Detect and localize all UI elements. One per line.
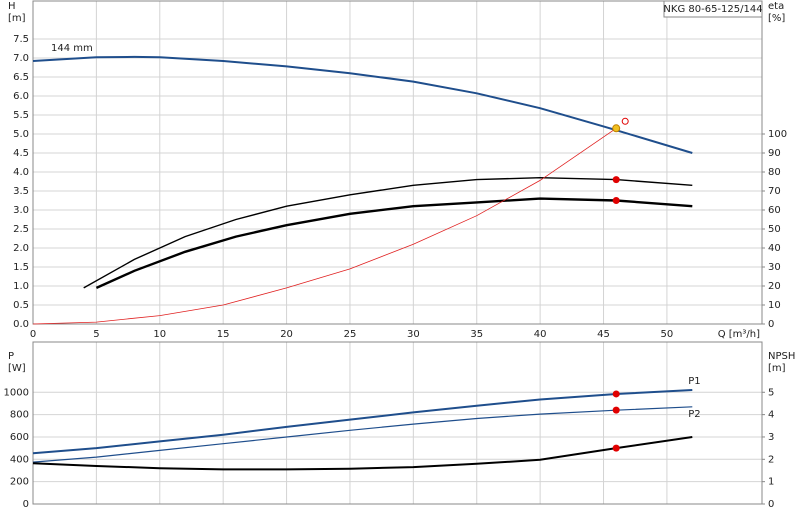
x-tick-label: 5 [93, 329, 99, 340]
y-tick-label: 5.5 [13, 110, 29, 121]
y-tick-label: 0 [23, 499, 29, 510]
y-tick-label: 2.5 [13, 224, 29, 235]
y-tick-label: 0.0 [13, 319, 29, 330]
y2-axis-label: eta [768, 1, 784, 12]
x-tick-label: 10 [153, 329, 166, 340]
y-tick-label: 1.5 [13, 262, 29, 273]
curve [32, 389, 693, 455]
curve [32, 127, 617, 325]
y2-tick-label: 10 [768, 300, 781, 311]
x-tick-label: 15 [217, 329, 230, 340]
y-tick-label: 1.0 [13, 281, 29, 292]
y2-tick-label: 30 [768, 262, 781, 273]
y2-tick-label: 3 [768, 432, 774, 443]
y2-tick-label: 70 [768, 186, 781, 197]
curve [83, 176, 693, 289]
y-tick-label: 0.5 [13, 300, 29, 311]
x-tick-label: 25 [344, 329, 357, 340]
y-tick-label: 6.0 [13, 91, 29, 102]
curve-label: P2 [688, 409, 700, 420]
y-tick-label: 5.0 [13, 129, 29, 140]
y-tick-label: 7.5 [13, 34, 29, 45]
curve [32, 406, 693, 463]
y-axis-unit: [m] [8, 13, 26, 24]
x-tick-label: 30 [407, 329, 420, 340]
chart-title: NKG 80-65-125/144 [663, 4, 762, 15]
x-tick-label: 45 [597, 329, 610, 340]
y-axis-unit: [W] [8, 363, 26, 374]
y2-tick-label: 50 [768, 224, 781, 235]
y2-tick-label: 0 [768, 319, 774, 330]
y2-tick-label: 0 [768, 499, 774, 510]
x-tick-label: 50 [661, 329, 674, 340]
y2-tick-label: 80 [768, 167, 781, 178]
curve [95, 197, 693, 289]
y2-tick-label: 4 [768, 410, 774, 421]
x-tick-label: 35 [470, 329, 483, 340]
title-box [663, 0, 763, 18]
curve-annotation: 144 mm [51, 43, 93, 54]
y2-tick-label: 20 [768, 281, 781, 292]
y-tick-label: 2.0 [13, 243, 29, 254]
y2-axis-unit: [%] [768, 13, 785, 24]
y2-tick-label: 100 [768, 129, 787, 140]
y2-tick-label: 2 [768, 454, 774, 465]
x-tick-label: 20 [280, 329, 293, 340]
duty-point [612, 390, 620, 398]
duty-marker [621, 117, 629, 125]
duty-point [612, 176, 620, 184]
y-tick-label: 600 [10, 432, 29, 443]
duty-point [612, 444, 620, 452]
duty-point [612, 124, 621, 133]
y-tick-label: 4.0 [13, 167, 29, 178]
y-tick-label: 400 [10, 454, 29, 465]
duty-point [612, 406, 620, 414]
x-tick-label: 0 [30, 329, 36, 340]
y2-tick-label: 1 [768, 477, 774, 488]
y-axis-label: H [8, 1, 16, 12]
curve-label: P1 [688, 376, 700, 387]
x-axis-label: Q [m³/h] [718, 329, 760, 340]
plot-frame [32, 341, 763, 505]
y-tick-label: 7.0 [13, 53, 29, 64]
plot-frame [32, 0, 763, 325]
y2-tick-label: 40 [768, 243, 781, 254]
y-tick-label: 200 [10, 477, 29, 488]
y-tick-label: 3.5 [13, 186, 29, 197]
duty-point [612, 197, 620, 204]
y-tick-label: 1000 [4, 387, 29, 398]
y-axis-label: P [8, 351, 14, 362]
y2-axis-label: NPSH [768, 351, 795, 362]
curve [32, 55, 693, 154]
x-tick-label: 40 [534, 329, 547, 340]
y-tick-label: 3.0 [13, 205, 29, 216]
y-tick-label: 4.5 [13, 148, 29, 159]
y2-tick-label: 60 [768, 205, 781, 216]
y-tick-label: 6.5 [13, 72, 29, 83]
y-tick-label: 800 [10, 410, 29, 421]
y2-axis-unit: [m] [768, 363, 786, 374]
curve [32, 436, 693, 471]
y2-tick-label: 5 [768, 387, 774, 398]
y2-tick-label: 90 [768, 148, 781, 159]
